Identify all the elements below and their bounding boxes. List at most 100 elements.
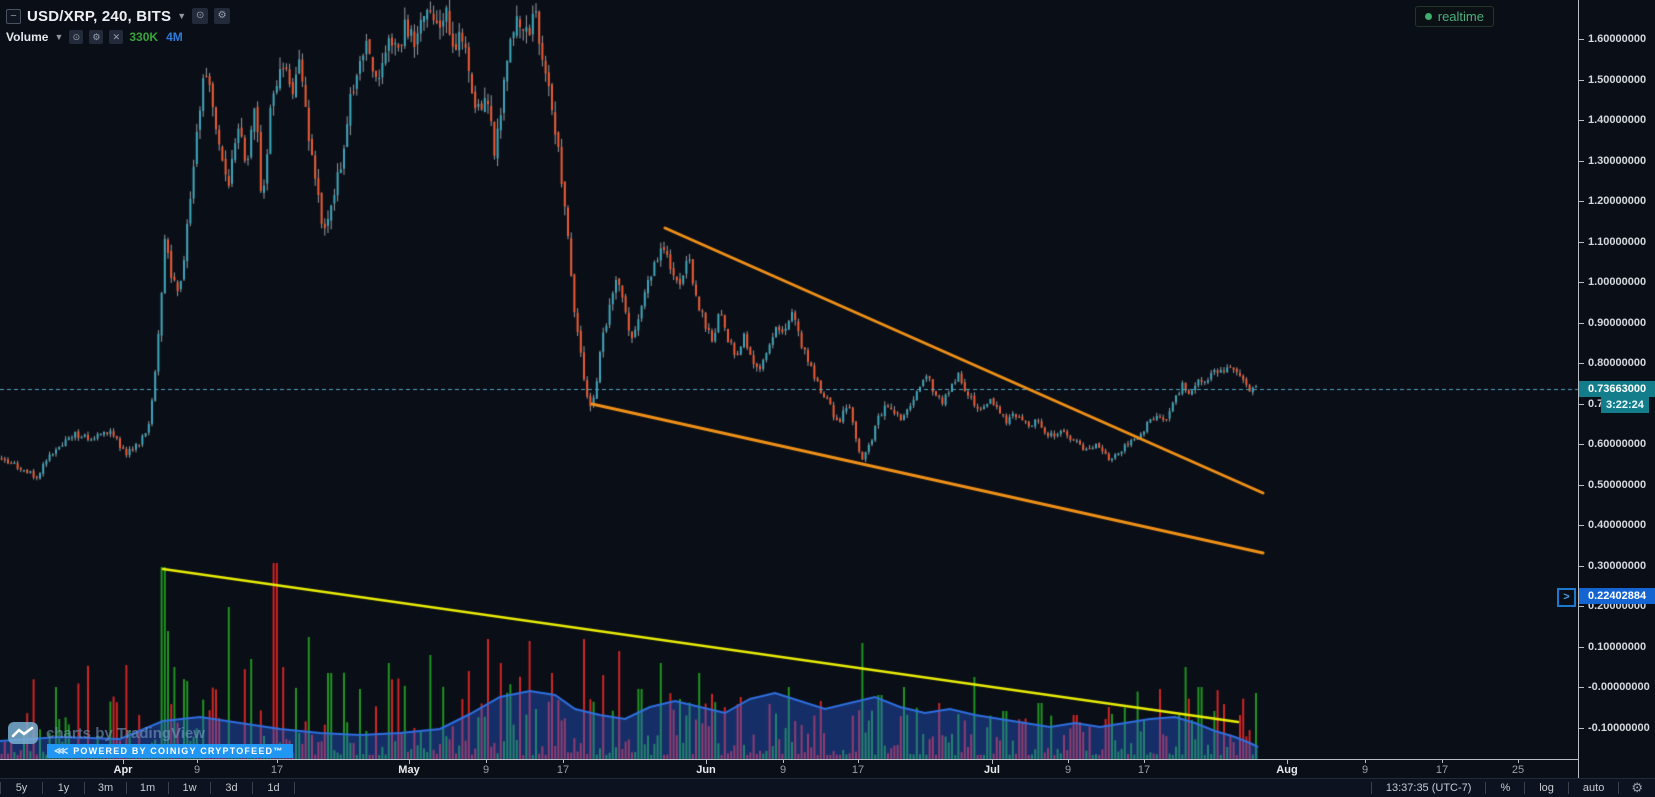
toolbar-divider xyxy=(252,782,253,794)
toolbar-divider xyxy=(1370,782,1372,794)
percent-scale-button[interactable]: % xyxy=(1500,782,1511,794)
time-tick xyxy=(1442,759,1443,763)
chart-legend: − USD/XRP, 240, BITS ▼ ⊙ ⚙ Volume ▼ ⊙ ⚙ … xyxy=(6,6,231,45)
tradingview-watermark[interactable]: charts by TradingView xyxy=(8,722,205,744)
auto-scale-button[interactable]: auto xyxy=(1582,782,1605,794)
indicator-gear-icon[interactable]: ⚙ xyxy=(89,30,104,44)
timeframe-button-1d[interactable]: 1d xyxy=(267,782,280,794)
timeframe-button-1y[interactable]: 1y xyxy=(57,782,70,794)
toolbar-divider xyxy=(1618,782,1620,794)
time-label-month: Jul xyxy=(984,764,1000,776)
time-axis[interactable]: Apr 9 17 May 9 17 Jun 9 17 Jul 9 17 Aug 9 17 25 xyxy=(0,759,1578,778)
timeframe-button-5y[interactable]: 5y xyxy=(15,782,28,794)
collapse-legend-button[interactable]: − xyxy=(6,8,21,24)
price-chart-canvas[interactable] xyxy=(0,0,1578,759)
time-label-day: 25 xyxy=(1511,764,1525,776)
price-axis[interactable]: 1.60000000 1.50000000 1.40000000 1.30000000… xyxy=(1578,0,1655,778)
log-scale-button[interactable]: log xyxy=(1539,782,1554,794)
toolbar-divider xyxy=(210,782,211,794)
tradingview-logo-icon xyxy=(8,722,38,744)
chart-plot-area[interactable]: − USD/XRP, 240, BITS ▼ ⊙ ⚙ Volume ▼ ⊙ ⚙ … xyxy=(0,0,1578,759)
time-tick xyxy=(1068,759,1069,763)
watermark-text: charts by TradingView xyxy=(46,724,205,742)
coinigy-banner-text: POWERED BY COINIGY CRYPTOFEED™ xyxy=(73,746,284,756)
toolbar-divider xyxy=(84,782,85,794)
price-tick: 0.90000000 xyxy=(1579,317,1655,329)
time-tick xyxy=(277,759,278,763)
volume-current-value: 330K xyxy=(129,30,159,44)
eye-icon[interactable]: ⊙ xyxy=(192,8,209,24)
volume-label-arrow-button[interactable]: > xyxy=(1557,588,1576,607)
time-label-month: Jun xyxy=(696,764,716,776)
time-label-day: 9 xyxy=(482,764,490,776)
time-tick xyxy=(486,759,487,763)
toolbar-divider xyxy=(168,782,169,794)
price-tick: 0.80000000 xyxy=(1579,357,1655,369)
last-price-label: 0.73663000 xyxy=(1579,380,1655,397)
indicator-name[interactable]: Volume xyxy=(6,30,49,44)
time-label-day: 17 xyxy=(270,764,284,776)
toolbar-divider xyxy=(1524,782,1526,794)
time-label-day: 9 xyxy=(193,764,201,776)
time-tick xyxy=(197,759,198,763)
time-tick xyxy=(1518,759,1519,763)
timeframe-button-3m[interactable]: 3m xyxy=(97,782,114,794)
time-label-day: 9 xyxy=(779,764,787,776)
toolbar-divider xyxy=(42,782,43,794)
price-tick: 0.10000000 xyxy=(1579,641,1655,653)
price-tick: 0.50000000 xyxy=(1579,479,1655,491)
bottom-toolbar: 5y 1y 3m 1m 1w 3d 1d 13:37:35 (UTC-7) % log au… xyxy=(0,778,1655,797)
symbol-title[interactable]: USD/XRP, 240, BITS xyxy=(27,7,172,25)
time-label-day: 17 xyxy=(1137,764,1151,776)
indicator-eye-icon[interactable]: ⊙ xyxy=(69,30,84,44)
volume-value-label: 0.22402884 xyxy=(1579,588,1655,605)
price-tick: 1.30000000 xyxy=(1579,155,1655,167)
price-tick: 0.60000000 xyxy=(1579,438,1655,450)
timeframe-button-1m[interactable]: 1m xyxy=(139,782,156,794)
time-label-day: 17 xyxy=(851,764,865,776)
toolbar-divider xyxy=(294,782,295,794)
coinigy-banner[interactable]: ⋘ POWERED BY COINIGY CRYPTOFEED™ xyxy=(47,744,294,758)
price-tick: 0.30000000 xyxy=(1579,560,1655,572)
time-tick xyxy=(1287,759,1288,764)
indicator-row: Volume ▼ ⊙ ⚙ ✕ 330K 4M xyxy=(6,29,230,45)
toolbar-right-group: 13:37:35 (UTC-7) % log auto ⚙ xyxy=(1370,779,1655,797)
indicator-dropdown-caret-icon[interactable]: ▼ xyxy=(54,32,64,42)
indicator-close-icon[interactable]: ✕ xyxy=(109,30,124,44)
price-tick: 1.20000000 xyxy=(1579,195,1655,207)
realtime-dot-icon xyxy=(1424,13,1432,20)
toolbar-divider xyxy=(126,782,127,794)
price-tick: 1.60000000 xyxy=(1579,33,1655,45)
time-label-month: Aug xyxy=(1276,764,1298,776)
time-tick xyxy=(992,759,993,764)
time-label-day: 9 xyxy=(1064,764,1072,776)
time-label-month: Apr xyxy=(113,764,133,776)
clock-display[interactable]: 13:37:35 (UTC-7) xyxy=(1385,782,1472,794)
symbol-dropdown-caret-icon[interactable]: ▼ xyxy=(177,11,187,21)
time-tick xyxy=(1365,759,1366,763)
price-tick: 1.40000000 xyxy=(1579,114,1655,126)
time-tick xyxy=(783,759,784,763)
gear-icon[interactable]: ⚙ xyxy=(214,8,231,24)
price-tick: -0.00000000 xyxy=(1579,681,1655,693)
realtime-badge: realtime xyxy=(1414,6,1494,27)
volume-ma-value: 4M xyxy=(166,30,183,44)
price-tick: 1.10000000 xyxy=(1579,236,1655,248)
coinigy-logo-icon: ⋘ xyxy=(54,745,68,757)
time-tick xyxy=(409,759,410,764)
timeframe-button-3d[interactable]: 3d xyxy=(225,782,238,794)
timeframe-button-1w[interactable]: 1w xyxy=(182,782,197,794)
time-tick xyxy=(563,759,564,763)
price-tick: 1.50000000 xyxy=(1579,74,1655,86)
settings-gear-icon[interactable]: ⚙ xyxy=(1631,780,1643,795)
price-tick: -0.10000000 xyxy=(1579,722,1655,734)
symbol-row: − USD/XRP, 240, BITS ▼ ⊙ ⚙ xyxy=(6,6,231,26)
time-tick xyxy=(1144,759,1145,763)
time-label-day: 9 xyxy=(1361,764,1369,776)
toolbar-divider xyxy=(1485,782,1487,794)
timeframe-group: 5y 1y 3m 1m 1w 3d 1d xyxy=(0,779,295,797)
realtime-label: realtime xyxy=(1437,9,1484,24)
price-tick: 1.00000000 xyxy=(1579,276,1655,288)
time-tick xyxy=(706,759,707,764)
